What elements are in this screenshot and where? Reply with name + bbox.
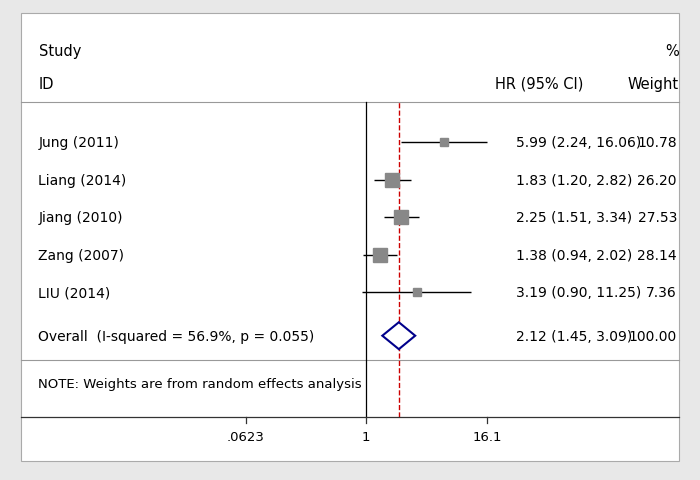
Text: .0623: .0623 xyxy=(227,430,265,444)
Text: 10.78: 10.78 xyxy=(637,136,677,150)
Text: Weight: Weight xyxy=(628,76,679,92)
Text: NOTE: Weights are from random effects analysis: NOTE: Weights are from random effects an… xyxy=(38,377,362,391)
Text: 2.12 (1.45, 3.09): 2.12 (1.45, 3.09) xyxy=(516,329,632,343)
Text: 1.38 (0.94, 2.02): 1.38 (0.94, 2.02) xyxy=(516,248,632,263)
Text: 2.25 (1.51, 3.34): 2.25 (1.51, 3.34) xyxy=(516,211,632,225)
Text: 5.99 (2.24, 16.06): 5.99 (2.24, 16.06) xyxy=(516,136,641,150)
Polygon shape xyxy=(382,323,415,349)
Text: Liang (2014): Liang (2014) xyxy=(38,173,127,188)
Text: 27.53: 27.53 xyxy=(638,211,677,225)
Text: 26.20: 26.20 xyxy=(638,173,677,188)
Text: Study: Study xyxy=(38,44,81,59)
Text: Zang (2007): Zang (2007) xyxy=(38,248,125,263)
Text: 1.83 (1.20, 2.82): 1.83 (1.20, 2.82) xyxy=(516,173,632,188)
Text: Jung (2011): Jung (2011) xyxy=(38,136,120,150)
Text: 100.00: 100.00 xyxy=(629,329,677,343)
Text: 28.14: 28.14 xyxy=(637,248,677,263)
Text: 1: 1 xyxy=(362,430,370,444)
Text: 3.19 (0.90, 11.25): 3.19 (0.90, 11.25) xyxy=(516,286,641,300)
Text: HR (95% CI): HR (95% CI) xyxy=(495,76,583,92)
Text: 7.36: 7.36 xyxy=(646,286,677,300)
Text: Overall  (I-squared = 56.9%, p = 0.055): Overall (I-squared = 56.9%, p = 0.055) xyxy=(38,329,315,343)
Text: ID: ID xyxy=(38,76,54,92)
Text: LIU (2014): LIU (2014) xyxy=(38,286,111,300)
Text: %: % xyxy=(665,44,679,59)
Text: Jiang (2010): Jiang (2010) xyxy=(38,211,123,225)
Text: 16.1: 16.1 xyxy=(473,430,502,444)
